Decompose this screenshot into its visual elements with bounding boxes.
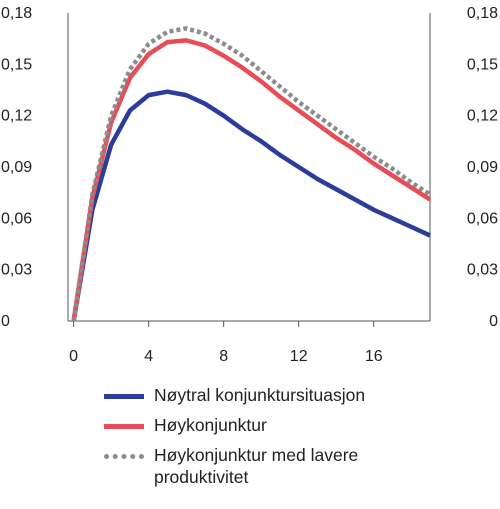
y-tick-label-left: 0,18: [1, 5, 32, 22]
y-tick-label-right: 0,18: [467, 5, 498, 22]
x-axis: 0 4 8 12 16: [69, 321, 383, 365]
legend-item-noytral: Nøytral konjunktursituasjon: [104, 384, 494, 406]
x-tick-label: 12: [290, 348, 308, 365]
legend-label-noytral: Nøytral konjunktursituasjon: [154, 385, 366, 405]
y-tick-label-left: 0,03: [1, 262, 32, 279]
series-line-2: [71, 26, 432, 322]
y-tick-label-right: 0: [489, 313, 498, 330]
y-tick-label-right: 0,12: [467, 108, 498, 125]
y-axis-right: 0 0,03 0,06 0,09 0,12 0,15 0,18: [467, 5, 498, 330]
y-tick-label-right: 0,15: [467, 56, 498, 73]
y-tick-label-left: 0,06: [1, 210, 32, 227]
y-tick-label-left: 0,09: [1, 159, 32, 176]
legend-swatch-hoykonjunktur: [104, 424, 144, 429]
legend-label-lavere-produktivitet: Høykonjunktur med lavere produktivitet: [154, 445, 359, 487]
y-tick-label-right: 0,09: [467, 159, 498, 176]
chart: 00,030,060,090,120,150,18 00,030,060,090…: [1, 5, 498, 365]
series-line-1: [71, 38, 432, 322]
x-tick-label: 0: [69, 348, 78, 365]
series-layer: [71, 26, 432, 322]
legend-item-lavere-produktivitet: Høykonjunktur med lavere produktivitet: [104, 444, 494, 488]
y-tick-label-left: 0,12: [1, 108, 32, 125]
legend: Nøytral konjunktursituasjon Høykonjunktu…: [104, 384, 494, 496]
x-tick-label: 4: [144, 348, 153, 365]
y-tick-label-left: 0: [1, 313, 10, 330]
series-line-0: [71, 89, 431, 322]
y-tick-label-right: 0,06: [467, 210, 498, 227]
legend-swatch-noytral: [104, 394, 144, 399]
x-tick-label: 16: [365, 348, 383, 365]
legend-swatch-lavere-produktivitet: [104, 454, 144, 459]
y-axis-left: 0 0,03 0,06 0,09 0,12 0,15 0,18: [1, 5, 32, 330]
legend-item-hoykonjunktur: Høykonjunktur: [104, 414, 494, 436]
x-tick-label: 8: [219, 348, 228, 365]
y-tick-label-left: 0,15: [1, 56, 32, 73]
legend-label-hoykonjunktur: Høykonjunktur: [154, 415, 267, 435]
y-tick-label-right: 0,03: [467, 262, 498, 279]
